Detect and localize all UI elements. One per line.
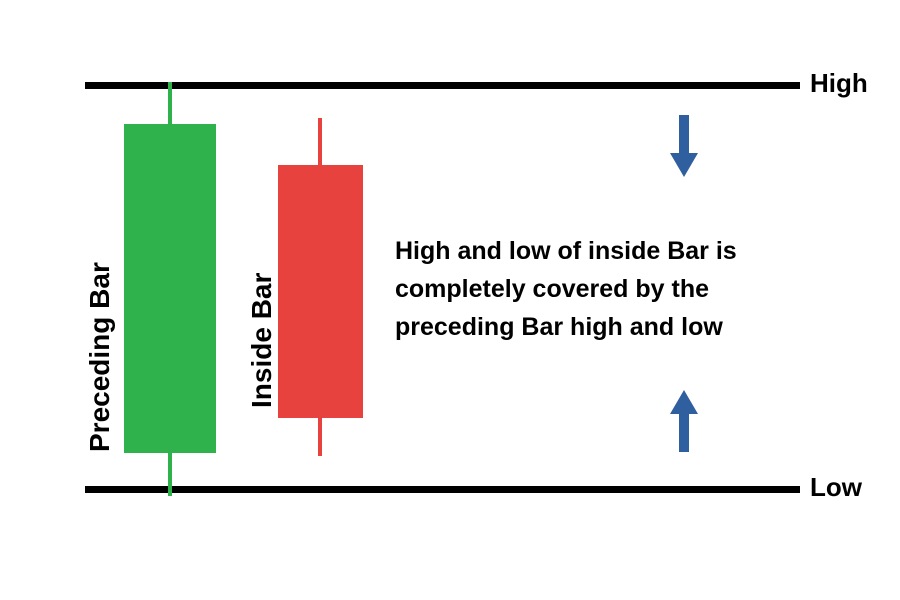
arrow-down-icon xyxy=(670,115,698,177)
inside-bar-body xyxy=(278,165,363,418)
preceding-bar-body xyxy=(124,124,216,453)
low-label: Low xyxy=(810,472,862,503)
description-line-2: completely covered by the xyxy=(395,270,737,308)
inside-bar-label: Inside Bar xyxy=(246,273,278,408)
high-label: High xyxy=(810,68,868,99)
arrow-up-icon xyxy=(670,390,698,452)
description-line-1: High and low of inside Bar is xyxy=(395,232,737,270)
description-text: High and low of inside Bar is completely… xyxy=(395,232,737,346)
preceding-bar-label: Preceding Bar xyxy=(84,262,116,452)
description-line-3: preceding Bar high and low xyxy=(395,308,737,346)
high-line xyxy=(85,82,800,89)
low-line xyxy=(85,486,800,493)
diagram-stage: High Low Preceding Bar Inside Bar High a… xyxy=(0,0,900,600)
